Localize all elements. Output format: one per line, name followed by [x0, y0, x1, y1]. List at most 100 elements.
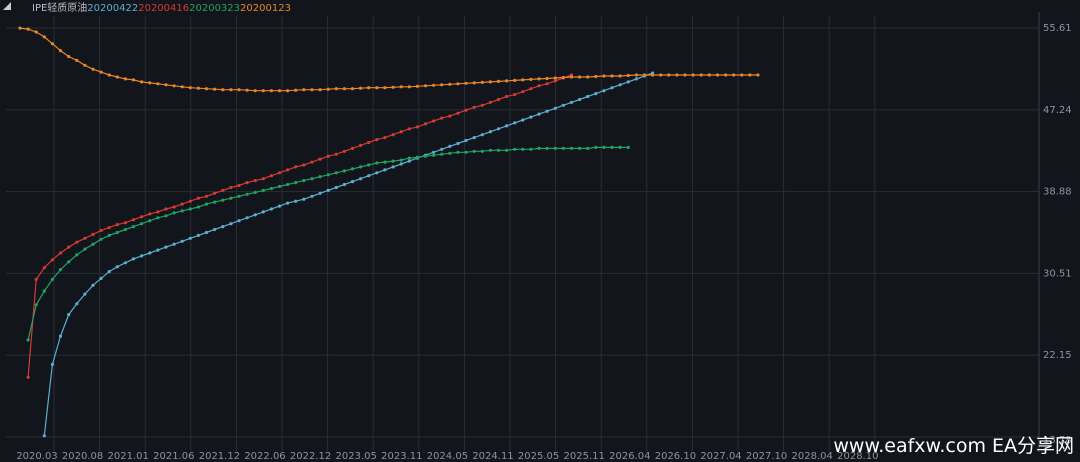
- series-20200422: [42, 71, 655, 438]
- data-point: [383, 86, 387, 90]
- data-point: [553, 79, 557, 83]
- data-point: [99, 70, 103, 74]
- data-point: [107, 226, 111, 230]
- data-point: [188, 86, 192, 90]
- data-point: [302, 197, 306, 201]
- data-point: [602, 74, 606, 78]
- data-point: [261, 177, 265, 181]
- x-tick-label: 2022.12: [290, 451, 331, 462]
- data-point: [367, 174, 371, 178]
- data-point: [58, 268, 63, 272]
- data-point: [261, 210, 265, 214]
- data-point: [375, 161, 379, 165]
- data-point: [326, 173, 330, 177]
- data-point: [99, 276, 103, 280]
- data-point: [91, 283, 95, 287]
- x-tick-label: 2027.04: [700, 451, 741, 462]
- data-point: [204, 202, 209, 206]
- expand-corner-icon[interactable]: [2, 1, 12, 11]
- data-point: [391, 165, 395, 169]
- data-point: [432, 119, 436, 123]
- data-point: [715, 73, 720, 77]
- data-point: [123, 227, 127, 232]
- data-point: [229, 222, 233, 226]
- data-point: [537, 84, 541, 88]
- data-point: [440, 116, 444, 120]
- data-point: [505, 79, 509, 83]
- data-point: [253, 89, 257, 93]
- y-tick-label: 38.88: [1043, 187, 1072, 198]
- chart-title: IPE轻质原油: [32, 3, 88, 14]
- data-point: [553, 106, 557, 110]
- data-point: [318, 88, 322, 92]
- data-point: [561, 75, 566, 80]
- data-point: [342, 87, 346, 91]
- data-point: [399, 130, 403, 134]
- data-point: [34, 303, 38, 307]
- data-point: [172, 242, 176, 246]
- data-point: [180, 202, 184, 206]
- data-point: [367, 140, 371, 145]
- data-point: [310, 177, 314, 181]
- data-point: [399, 162, 403, 166]
- data-point: [675, 73, 679, 77]
- data-point: [83, 236, 87, 240]
- data-point: [83, 292, 87, 296]
- x-tick-label: 2024.11: [472, 451, 513, 462]
- legend-series-20200323: 20200323: [189, 3, 241, 14]
- data-point: [180, 239, 184, 243]
- data-point: [229, 196, 233, 200]
- data-point: [659, 73, 663, 77]
- data-point: [75, 58, 79, 63]
- data-point: [383, 160, 387, 164]
- data-point: [464, 138, 468, 143]
- data-point: [480, 133, 484, 137]
- data-point: [367, 163, 371, 167]
- data-point: [261, 188, 265, 192]
- data-point: [204, 87, 209, 91]
- data-point: [213, 87, 217, 91]
- data-point: [42, 289, 46, 293]
- data-point: [521, 90, 525, 94]
- watermark: www.eafxw.com EA分享网: [833, 435, 1074, 457]
- legend-series-20200416: 20200416: [138, 3, 190, 14]
- data-point: [740, 73, 744, 77]
- data-point: [448, 144, 452, 148]
- data-point: [115, 75, 119, 79]
- data-point: [513, 93, 517, 97]
- data-point: [294, 181, 298, 185]
- data-point: [707, 73, 711, 77]
- data-point: [318, 157, 322, 161]
- data-point: [505, 94, 509, 99]
- data-point: [415, 125, 419, 129]
- data-point: [326, 188, 330, 192]
- y-tick-label: 47.24: [1043, 105, 1072, 116]
- data-point: [237, 219, 241, 223]
- x-tick-label: 2026.10: [655, 451, 696, 462]
- data-point: [221, 88, 225, 92]
- data-point: [464, 81, 468, 85]
- y-tick-label: 22.15: [1043, 350, 1072, 361]
- data-point: [407, 159, 411, 163]
- data-point: [586, 146, 590, 150]
- data-point: [302, 179, 306, 183]
- data-point: [537, 146, 541, 150]
- data-point: [18, 26, 22, 30]
- data-point: [245, 181, 249, 185]
- data-point: [602, 145, 606, 149]
- data-point: [229, 185, 233, 190]
- data-point: [204, 194, 209, 198]
- legend-series-20200123: 20200123: [240, 3, 291, 14]
- data-point: [237, 88, 241, 92]
- data-point: [472, 136, 476, 140]
- axes: 55.61 47.24 38.88 30.51 22.15 13.78 2020.03 202…: [16, 12, 1072, 462]
- data-point: [310, 88, 314, 92]
- data-point: [359, 86, 363, 90]
- data-point: [569, 146, 574, 150]
- data-point: [367, 86, 371, 90]
- data-point: [131, 257, 136, 261]
- data-point: [602, 89, 606, 93]
- data-point: [107, 233, 111, 237]
- data-point: [391, 133, 395, 137]
- data-point: [334, 87, 338, 91]
